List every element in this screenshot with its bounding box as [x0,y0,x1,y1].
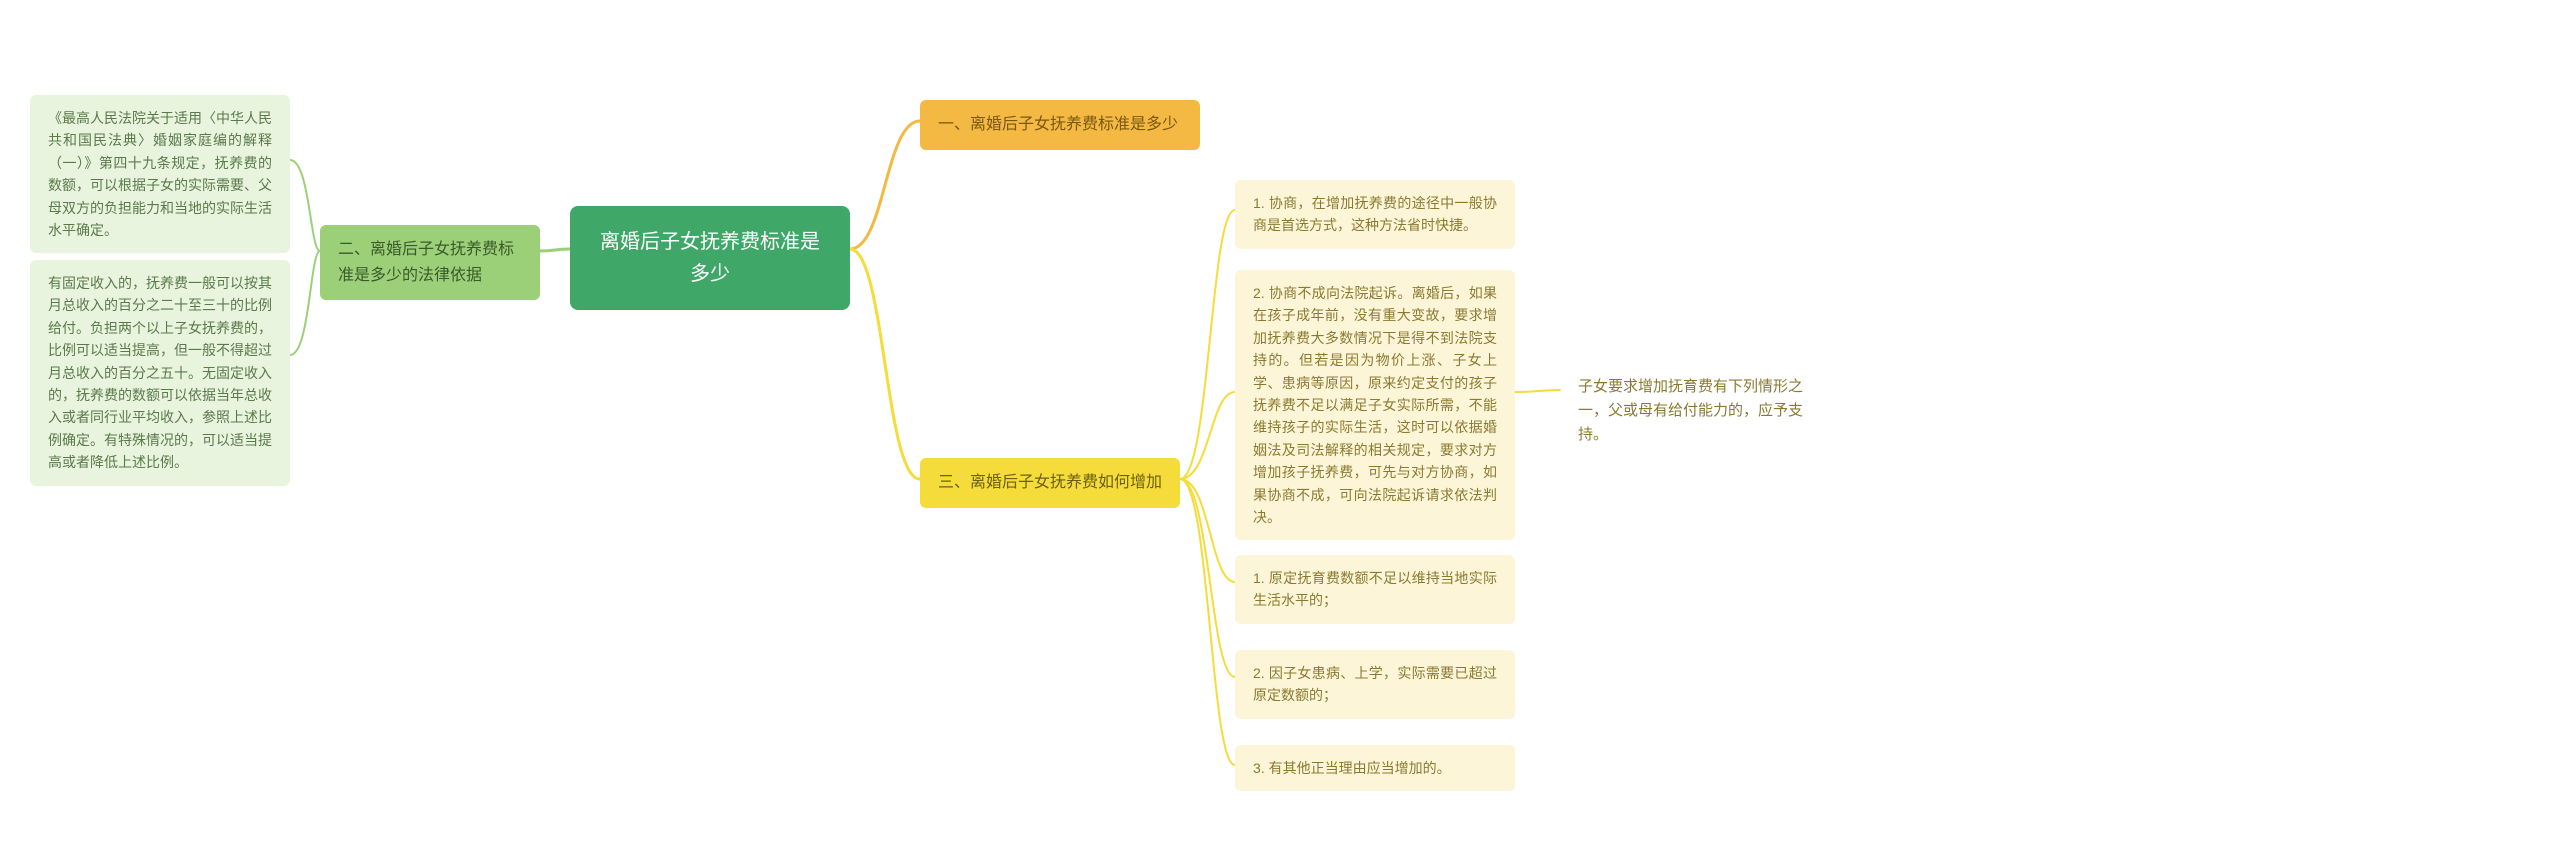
right-leaf-5-text: 3. 有其他正当理由应当增加的。 [1253,757,1451,779]
right-branch-1-text: 一、离婚后子女抚养费标准是多少 [938,112,1178,138]
far-right-leaf-text: 子女要求增加抚育费有下列情形之一，父或母有给付能力的，应予支持。 [1578,375,1822,447]
right-leaf-1-text: 1. 协商，在增加抚养费的途径中一般协商是首选方式，这种方法省时快捷。 [1253,192,1497,237]
right-leaf-4: 2. 因子女患病、上学，实际需要已超过原定数额的； [1235,650,1515,719]
left-leaf-1-text: 《最高人民法院关于适用〈中华人民共和国民法典〉婚姻家庭编的解释（一）》第四十九条… [48,107,272,241]
right-leaf-2-text: 2. 协商不成向法院起诉。离婚后，如果在孩子成年前，没有重大变故，要求增加抚养费… [1253,282,1497,528]
right-leaf-2: 2. 协商不成向法院起诉。离婚后，如果在孩子成年前，没有重大变故，要求增加抚养费… [1235,270,1515,540]
right-branch-1: 一、离婚后子女抚养费标准是多少 [920,100,1200,150]
far-right-leaf: 子女要求增加抚育费有下列情形之一，父或母有给付能力的，应予支持。 [1560,363,1840,459]
left-branch-node: 二、离婚后子女抚养费标准是多少的法律依据 [320,225,540,300]
right-leaf-1: 1. 协商，在增加抚养费的途径中一般协商是首选方式，这种方法省时快捷。 [1235,180,1515,249]
right-leaf-5: 3. 有其他正当理由应当增加的。 [1235,745,1515,791]
root-node: 离婚后子女抚养费标准是多少 [570,206,850,310]
left-branch-text: 二、离婚后子女抚养费标准是多少的法律依据 [338,237,522,288]
right-leaf-3: 1. 原定抚育费数额不足以维持当地实际生活水平的； [1235,555,1515,624]
right-leaf-4-text: 2. 因子女患病、上学，实际需要已超过原定数额的； [1253,662,1497,707]
left-leaf-2: 有固定收入的，抚养费一般可以按其月总收入的百分之二十至三十的比例给付。负担两个以… [30,260,290,486]
right-leaf-3-text: 1. 原定抚育费数额不足以维持当地实际生活水平的； [1253,567,1497,612]
right-branch-2: 三、离婚后子女抚养费如何增加 [920,458,1180,508]
root-text: 离婚后子女抚养费标准是多少 [594,226,826,290]
left-leaf-1: 《最高人民法院关于适用〈中华人民共和国民法典〉婚姻家庭编的解释（一）》第四十九条… [30,95,290,253]
left-leaf-2-text: 有固定收入的，抚养费一般可以按其月总收入的百分之二十至三十的比例给付。负担两个以… [48,272,272,474]
right-branch-2-text: 三、离婚后子女抚养费如何增加 [938,470,1162,496]
